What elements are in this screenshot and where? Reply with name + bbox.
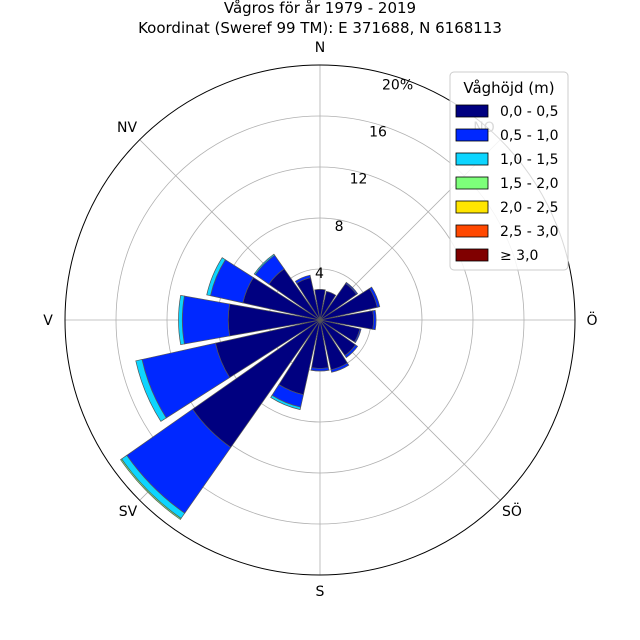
legend-label: 1,5 - 2,0 bbox=[500, 176, 558, 192]
sector-bar bbox=[253, 253, 276, 276]
direction-label: S bbox=[316, 584, 325, 600]
sector-bar bbox=[372, 309, 377, 331]
direction-label: SÖ bbox=[502, 502, 522, 520]
direction-label: Ö bbox=[586, 311, 597, 329]
sector-bar bbox=[270, 394, 302, 411]
sector-bar bbox=[294, 274, 312, 284]
sector-bar bbox=[178, 295, 185, 345]
radial-tick-label: 16 bbox=[369, 125, 387, 141]
sector-bar bbox=[310, 367, 330, 372]
radial-tick-label: 12 bbox=[350, 172, 368, 188]
legend-swatch bbox=[455, 176, 489, 190]
chart-title: Vågros för år 1979 - 2019 bbox=[224, 0, 416, 17]
sector-bar bbox=[206, 257, 226, 297]
legend-label: ≥ 3,0 bbox=[500, 248, 538, 264]
legend-items: 0,0 - 0,5 0,5 - 1,0 1,0 - 1,5 1,5 - 2,0 2,0 … bbox=[455, 104, 558, 264]
legend-swatch bbox=[455, 104, 489, 118]
legend-box bbox=[449, 71, 569, 271]
sector-bar bbox=[135, 359, 167, 422]
legend-label: 2,0 - 2,5 bbox=[500, 200, 558, 216]
radial-tick-label: 4 bbox=[315, 266, 324, 282]
legend-title: Våghöjd (m) bbox=[463, 79, 554, 97]
direction-label: N bbox=[315, 40, 325, 56]
legend-swatch bbox=[455, 128, 489, 142]
legend-swatch bbox=[455, 152, 489, 166]
radial-tick-label: 20% bbox=[382, 77, 413, 93]
direction-label: V bbox=[43, 313, 53, 329]
sector-bar bbox=[120, 458, 182, 520]
sector-bar bbox=[182, 295, 231, 345]
sector-bar bbox=[368, 286, 381, 308]
outer-frame bbox=[64, 64, 576, 576]
legend: Våghöjd (m) 0,0 - 0,5 0,5 - 1,0 1,0 - 1,5 1… bbox=[449, 71, 569, 271]
chart-subtitle: Koordinat (Sweref 99 TM): E 371688, N 61… bbox=[138, 19, 502, 37]
legend-label: 1,0 - 1,5 bbox=[500, 152, 558, 168]
legend-label: 2,5 - 3,0 bbox=[500, 224, 558, 240]
sector-bar bbox=[330, 362, 350, 373]
radial-tick-labels: 4 8 12 16 20% bbox=[315, 77, 413, 281]
direction-label: SV bbox=[119, 504, 138, 520]
direction-label: NV bbox=[117, 120, 137, 136]
sector-bar bbox=[314, 289, 326, 321]
legend-swatch bbox=[455, 248, 489, 262]
legend-swatch bbox=[455, 200, 489, 214]
legend-label: 0,5 - 1,0 bbox=[500, 128, 558, 144]
sector-bar bbox=[344, 344, 359, 359]
sector-bar bbox=[353, 328, 362, 344]
legend-swatch bbox=[455, 224, 489, 238]
sector-bar bbox=[345, 281, 359, 295]
radial-tick-label: 8 bbox=[335, 219, 344, 235]
legend-label: 0,0 - 0,5 bbox=[500, 104, 558, 120]
sector-bars bbox=[120, 253, 381, 520]
sector-bar bbox=[319, 290, 337, 321]
